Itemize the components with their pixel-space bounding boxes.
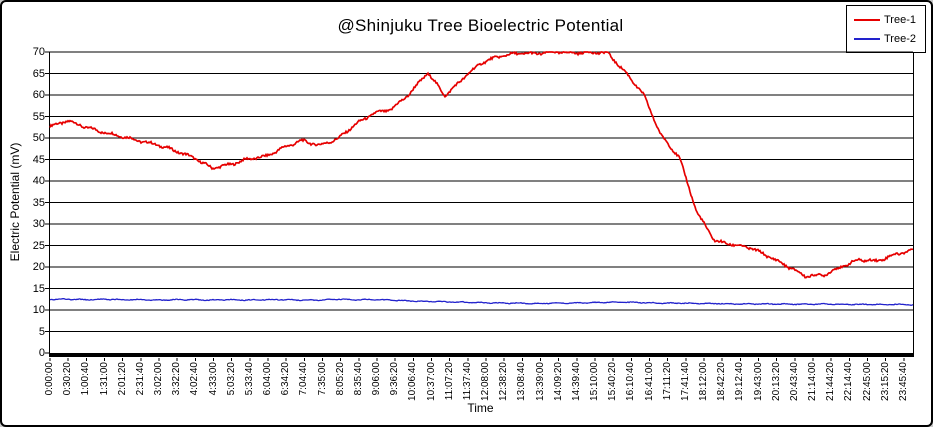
- plot-canvas: [45, 50, 914, 361]
- x-tick-label: 7:04:40: [298, 362, 310, 396]
- x-tick-label: 0:30:20: [62, 362, 74, 396]
- tree-2-line-swatch: [854, 37, 880, 40]
- x-tick-label: 11:07:20: [443, 362, 455, 401]
- tree-2-series-line: [49, 298, 914, 306]
- x-tick-label: 15:40:20: [607, 362, 619, 401]
- legend-label-tree-1: Tree-1: [884, 13, 916, 26]
- x-tick-label: 8:05:20: [334, 362, 346, 396]
- x-tick-label: 10:06:40: [407, 362, 419, 401]
- x-tick-label: 12:38:20: [498, 362, 510, 401]
- x-tick-label: 9:36:20: [389, 362, 401, 396]
- y-tick-label: 40: [32, 175, 45, 187]
- x-tick-label: 23:15:20: [879, 362, 891, 401]
- x-tick-label: 18:42:20: [716, 362, 728, 401]
- tree-1-line-swatch: [854, 18, 880, 21]
- y-tick-label: 65: [32, 67, 45, 80]
- chart-title: @Shinjuku Tree Bioelectric Potential: [337, 16, 624, 35]
- y-tick-label: 35: [32, 196, 45, 209]
- y-tick-label: 5: [38, 325, 45, 338]
- x-tick-label: 4:02:40: [189, 362, 201, 396]
- x-tick-label: 7:35:00: [316, 362, 328, 396]
- legend-row-tree-2: Tree-2: [854, 29, 920, 48]
- x-tick-label: 10:37:00: [425, 362, 437, 401]
- x-tick-label: 22:45:00: [861, 362, 873, 401]
- x-tick-label: 20:43:40: [788, 362, 800, 401]
- x-tick-label: 22:14:40: [843, 362, 855, 401]
- x-tick-label: 2:01:20: [116, 362, 128, 396]
- x-tick-label: 19:12:40: [734, 362, 746, 401]
- x-tick-label: 17:41:40: [679, 362, 691, 401]
- y-tick-label: 30: [32, 218, 45, 230]
- legend: Tree-1 Tree-2: [846, 5, 926, 53]
- y-tick-label: 70: [32, 46, 45, 58]
- y-tick-label: 50: [32, 132, 45, 144]
- y-tick-label: 10: [32, 304, 45, 316]
- x-tick-label: 18:12:00: [698, 362, 710, 401]
- x-tick-label: 9:06:00: [371, 362, 383, 396]
- x-tick-label: 21:14:00: [807, 362, 819, 401]
- y-tick-label: 20: [32, 261, 45, 273]
- x-tick-label: 8:35:40: [352, 362, 364, 396]
- plot-area: [45, 50, 914, 361]
- x-tick-label: 1:31:00: [98, 362, 110, 396]
- x-tick-label: 1:00:40: [80, 362, 92, 396]
- x-tick-label: 6:34:20: [280, 362, 292, 396]
- x-tick-label: 16:10:40: [625, 362, 637, 401]
- y-tick-label: 0: [38, 347, 45, 359]
- x-tick-label: 3:32:20: [171, 362, 183, 396]
- y-tick-label: 15: [32, 282, 45, 295]
- legend-label-tree-2: Tree-2: [884, 32, 916, 45]
- y-tick-label: 55: [32, 110, 45, 123]
- x-tick-label: 19:43:00: [752, 362, 764, 401]
- tree-1-series-line: [49, 50, 914, 279]
- x-tick-label: 14:39:40: [570, 362, 582, 401]
- x-tick-label: 6:04:00: [262, 362, 274, 396]
- legend-row-tree-1: Tree-1: [854, 10, 920, 29]
- x-tick-label: 4:33:00: [207, 362, 219, 396]
- y-tick-label: 25: [32, 239, 45, 252]
- x-axis-title: Time: [467, 401, 494, 415]
- x-tick-label: 0:00:00: [44, 362, 55, 396]
- x-tick-label: 5:03:20: [225, 362, 237, 396]
- x-tick-label: 2:31:40: [134, 362, 146, 396]
- x-tick-label: 12:08:00: [480, 362, 492, 401]
- y-tick-label: 45: [32, 153, 45, 166]
- x-tick-label: 23:45:40: [897, 362, 909, 401]
- x-tick-label: 13:08:40: [516, 362, 528, 401]
- x-tick-label: 11:37:40: [461, 362, 473, 401]
- x-tick-label: 13:39:00: [534, 362, 546, 401]
- x-tick-label: 20:13:20: [770, 362, 782, 401]
- x-tick-label: 14:09:20: [552, 362, 564, 401]
- x-tick-label: 15:10:00: [589, 362, 601, 401]
- x-tick-label: 5:33:40: [243, 362, 255, 396]
- x-tick-label: 21:44:20: [825, 362, 837, 401]
- x-tick-label: 16:41:00: [643, 362, 655, 401]
- x-tick-label: 3:02:00: [153, 362, 164, 396]
- x-tick-label: 17:11:20: [661, 362, 673, 401]
- y-tick-label: 60: [32, 89, 45, 101]
